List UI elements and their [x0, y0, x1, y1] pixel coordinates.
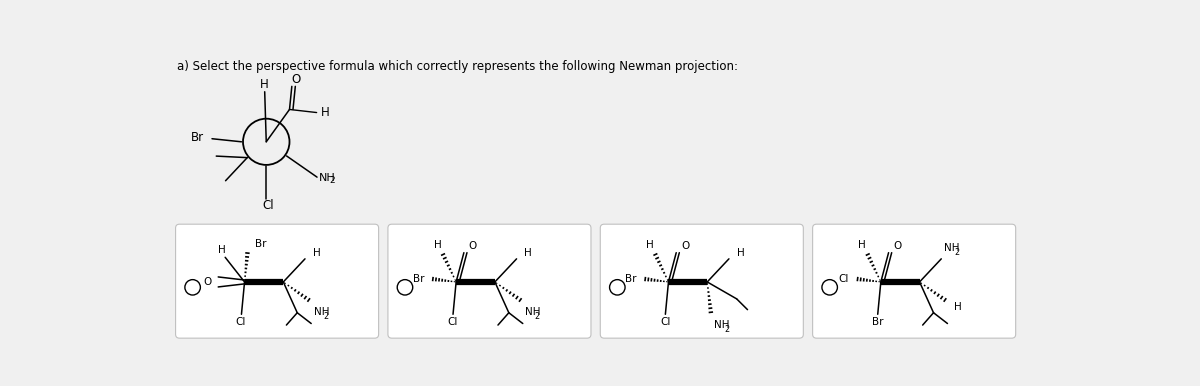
Text: NH: NH — [714, 320, 730, 330]
Text: Cl: Cl — [262, 199, 274, 212]
Text: Cl: Cl — [660, 317, 671, 327]
Text: H: H — [524, 248, 532, 258]
Text: 2: 2 — [323, 312, 329, 321]
Text: H: H — [737, 248, 744, 258]
Text: a) Select the perspective formula which correctly represents the following Newma: a) Select the perspective formula which … — [178, 60, 738, 73]
Text: 2: 2 — [329, 176, 335, 185]
FancyBboxPatch shape — [812, 224, 1015, 338]
Text: NH: NH — [319, 173, 336, 183]
Text: H: H — [646, 240, 654, 250]
Text: NH: NH — [944, 243, 960, 253]
Text: H: H — [320, 106, 330, 119]
Text: H: H — [858, 240, 866, 250]
Text: 2: 2 — [724, 325, 730, 334]
Text: H: H — [218, 245, 226, 255]
Text: NH: NH — [313, 307, 329, 317]
Text: H: H — [433, 240, 442, 250]
FancyBboxPatch shape — [600, 224, 803, 338]
Text: 2: 2 — [535, 312, 540, 321]
Text: O: O — [893, 241, 901, 251]
Text: Br: Br — [625, 274, 637, 284]
Text: Cl: Cl — [448, 317, 458, 327]
Text: H: H — [259, 78, 269, 91]
Text: O: O — [680, 241, 689, 251]
Text: H: H — [954, 302, 962, 312]
Text: Cl: Cl — [839, 274, 850, 284]
Text: Br: Br — [254, 239, 266, 249]
FancyBboxPatch shape — [388, 224, 590, 338]
Text: Br: Br — [872, 317, 883, 327]
Text: H: H — [313, 248, 320, 258]
Text: Br: Br — [191, 132, 204, 144]
Text: Br: Br — [413, 274, 425, 284]
Text: Cl: Cl — [235, 317, 246, 327]
Text: O: O — [204, 277, 212, 287]
Text: 2: 2 — [954, 248, 959, 257]
Text: NH: NH — [526, 307, 540, 317]
Text: O: O — [468, 241, 476, 251]
Text: O: O — [292, 73, 301, 86]
FancyBboxPatch shape — [175, 224, 379, 338]
